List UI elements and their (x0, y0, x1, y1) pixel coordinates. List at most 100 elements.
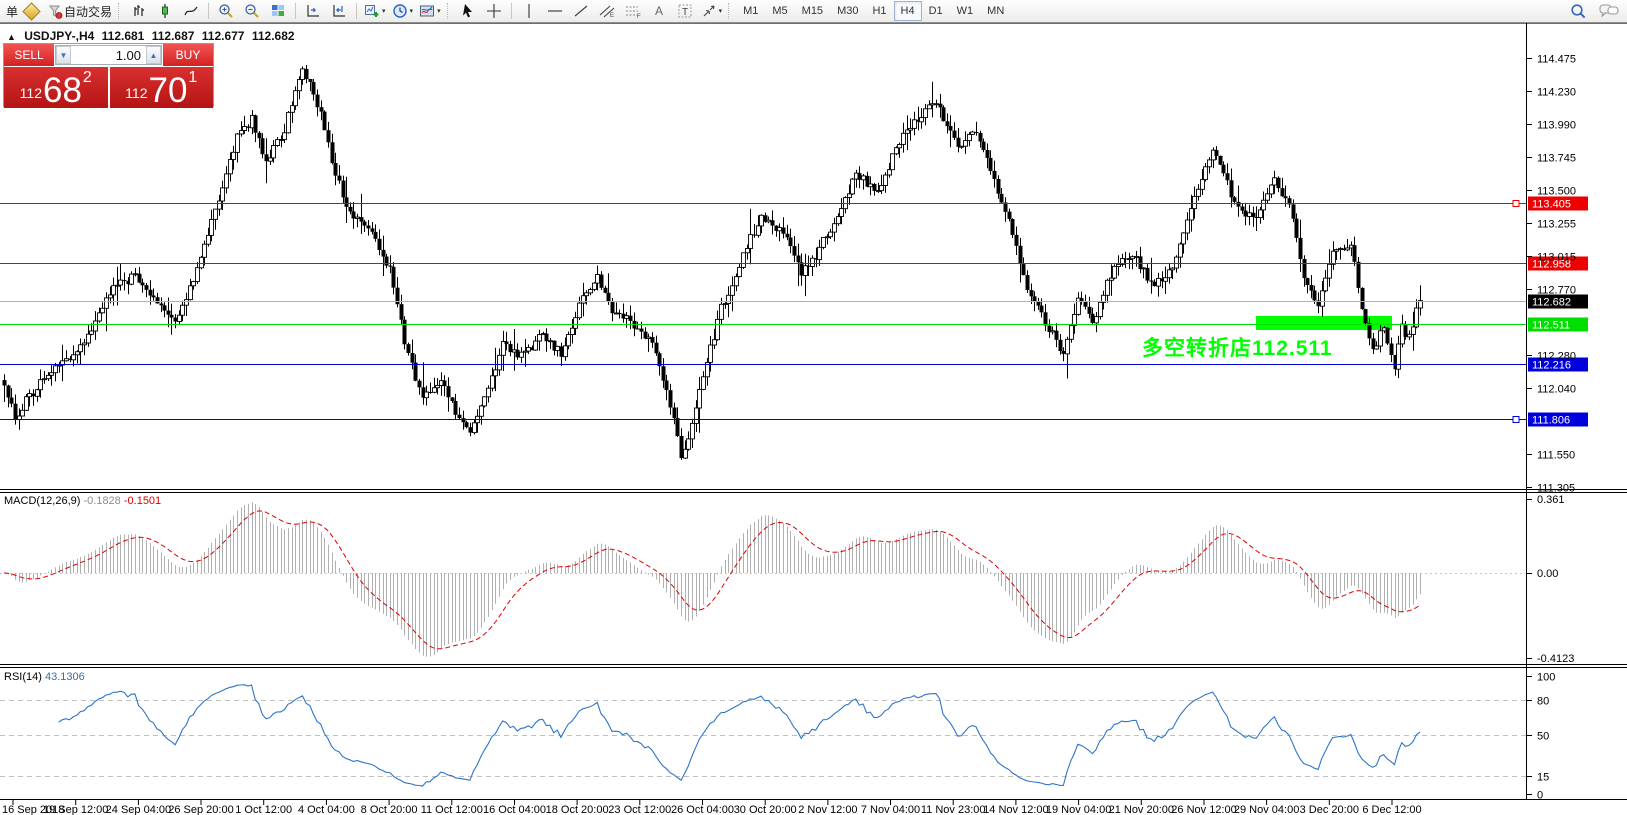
line-chart-icon (184, 6, 198, 16)
crosshair-button[interactable] (481, 1, 507, 21)
svg-text:7 Nov 04:00: 7 Nov 04:00 (861, 804, 920, 815)
timeframe-group: M1 M5 M15 M30 H1 H4 D1 W1 MN (736, 1, 1011, 21)
fibonacci-button[interactable]: F (620, 1, 646, 21)
buy-price-figure: 112 (125, 85, 148, 101)
buy-button[interactable]: BUY (163, 44, 213, 66)
symbol-period-label: USDJPY-,H4 (24, 29, 95, 43)
buy-price-button[interactable]: 112 70 1 (109, 67, 213, 108)
add-indicator-icon (365, 5, 379, 17)
low-value: 112.677 (201, 29, 245, 43)
svg-text:113.500: 113.500 (1537, 186, 1576, 198)
svg-text:26 Sep 20:00: 26 Sep 20:00 (168, 804, 233, 815)
autotrading-button[interactable]: 自动交易 (45, 1, 115, 21)
zoom-in-button[interactable] (213, 1, 239, 21)
timeframe-button-m15[interactable]: M15 (801, 5, 824, 17)
svg-text:21 Nov 20:00: 21 Nov 20:00 (1109, 804, 1174, 815)
timeframe-button-m30[interactable]: M30 (837, 5, 859, 17)
timeframe-button-w1[interactable]: W1 (956, 5, 974, 17)
dropdown-caret-icon[interactable]: ▾ (409, 8, 414, 15)
svg-text:MACD(12,26,9) -0.1828 -0.1501: MACD(12,26,9) -0.1828 -0.1501 (4, 495, 161, 507)
auto-scroll-button[interactable] (300, 1, 326, 21)
svg-text:111.305: 111.305 (1537, 483, 1575, 495)
cursor-icon (462, 4, 472, 18)
community-chat-icon[interactable] (1599, 3, 1619, 19)
clock-icon (392, 4, 407, 18)
trendline-icon (574, 5, 587, 17)
svg-text:30 Oct 20:00: 30 Oct 20:00 (734, 804, 797, 815)
zoom-in-icon (219, 4, 233, 18)
shapes-button[interactable]: ▾ (698, 1, 726, 21)
main-toolbar: 单 自动交易 (0, 0, 1627, 23)
svg-text:-0.4123: -0.4123 (1537, 653, 1574, 665)
timeframe-button-m1[interactable]: M1 (743, 5, 759, 17)
svg-text:112.511: 112.511 (1532, 320, 1570, 332)
buy-price-point: 1 (188, 69, 198, 86)
toolbar-separator (510, 3, 512, 19)
svg-text:0.361: 0.361 (1537, 494, 1565, 506)
volume-stepper: ▼ ▲ (55, 45, 162, 65)
new-order-icon[interactable] (22, 1, 41, 21)
svg-text:14 Nov 12:00: 14 Nov 12:00 (983, 804, 1048, 815)
timeframe-button-mn[interactable]: MN (987, 5, 1005, 17)
indicators-button[interactable]: ▾ (361, 1, 389, 21)
bar-chart-button[interactable] (126, 1, 152, 21)
text-label-icon: T (678, 4, 692, 18)
templates-button[interactable]: ▾ (416, 1, 444, 21)
candlestick-chart-button[interactable] (152, 1, 178, 21)
timeframe-button-d1[interactable]: D1 (928, 5, 943, 17)
trendline-button[interactable] (568, 1, 594, 21)
vertical-line-icon (527, 4, 530, 18)
chart-shift-button[interactable] (326, 1, 352, 21)
sell-button[interactable]: SELL (4, 44, 54, 66)
zoom-out-button[interactable] (239, 1, 265, 21)
periods-button[interactable]: ▾ (389, 1, 417, 21)
volume-decrease-button[interactable]: ▼ (56, 46, 71, 64)
timeframe-button-m5[interactable]: M5 (772, 5, 788, 17)
svg-text:50: 50 (1537, 731, 1549, 743)
fibonacci-icon: F (625, 6, 641, 19)
label-tool-button[interactable]: T (672, 1, 698, 21)
symbol-search-icon[interactable] (1570, 3, 1587, 20)
dropdown-caret-icon[interactable]: ▾ (382, 8, 386, 15)
text-tool-button[interactable]: A (646, 1, 672, 21)
horizontal-line-button[interactable] (542, 1, 568, 21)
one-click-trading-panel: SELL ▼ ▲ BUY 112 68 2 112 70 1 (3, 43, 214, 108)
svg-text:3 Dec 20:00: 3 Dec 20:00 (1300, 804, 1359, 815)
svg-text:0.00: 0.00 (1537, 568, 1558, 580)
svg-text:18 Oct 20:00: 18 Oct 20:00 (546, 804, 609, 815)
equidistant-channel-button[interactable]: E (594, 1, 620, 21)
dropdown-caret-icon[interactable]: ▾ (437, 8, 441, 15)
volume-increase-button[interactable]: ▲ (146, 46, 161, 64)
sell-price-pips: 68 (42, 71, 82, 110)
svg-text:4 Oct 04:00: 4 Oct 04:00 (298, 804, 355, 815)
svg-text:8 Oct 20:00: 8 Oct 20:00 (361, 804, 418, 815)
svg-text:112.682: 112.682 (1532, 297, 1571, 309)
svg-text:A: A (655, 4, 663, 18)
timeframe-button-h4[interactable]: H4 (893, 1, 922, 21)
sell-price-button[interactable]: 112 68 2 (4, 67, 108, 108)
svg-text:1 Oct 12:00: 1 Oct 12:00 (235, 804, 292, 815)
candlestick-chart-icon (162, 4, 169, 18)
dropdown-caret-icon[interactable]: ▾ (718, 8, 723, 15)
line-chart-button[interactable] (178, 1, 204, 21)
svg-text:0: 0 (1537, 790, 1543, 802)
svg-text:112.040: 112.040 (1537, 384, 1576, 396)
svg-text:111.550: 111.550 (1537, 450, 1575, 462)
volume-input[interactable] (71, 46, 146, 64)
toolbar-grip (446, 3, 452, 19)
chart-shift-icon (333, 5, 346, 17)
svg-text:113.745: 113.745 (1537, 153, 1576, 165)
template-icon (420, 5, 435, 17)
annotation-text: 多空转折店112.511 (1142, 337, 1333, 360)
cursor-button[interactable] (455, 1, 481, 21)
open-value: 112.681 (101, 29, 145, 43)
svg-text:111.806: 111.806 (1532, 415, 1570, 427)
svg-text:112.280: 112.280 (1537, 351, 1576, 363)
vertical-line-button[interactable] (516, 1, 542, 21)
collapse-arrow-icon[interactable]: ▲ (7, 32, 16, 42)
tile-windows-button[interactable] (265, 1, 291, 21)
svg-text:23 Oct 12:00: 23 Oct 12:00 (608, 804, 671, 815)
new-order-label[interactable]: 单 (6, 4, 19, 19)
timeframe-button-h1[interactable]: H1 (872, 5, 887, 17)
